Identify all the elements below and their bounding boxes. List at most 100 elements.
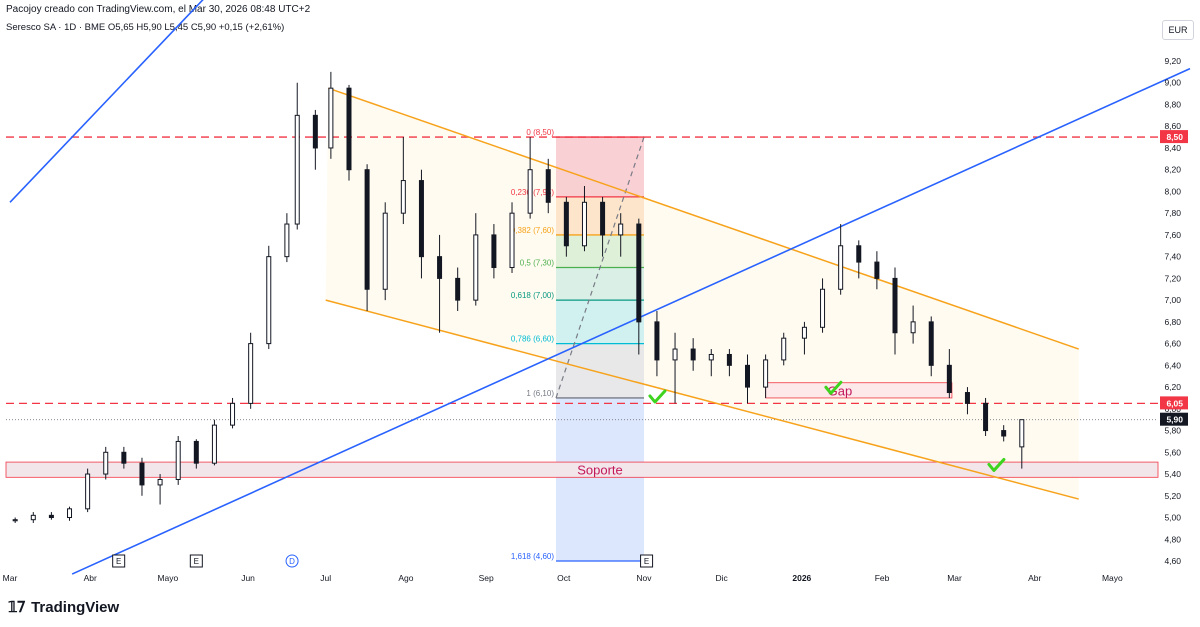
y-tick-label: 8,20 xyxy=(1164,165,1181,175)
candle-body xyxy=(708,353,714,361)
candle-body xyxy=(455,277,461,301)
fib-level-label: 0,382 (7,60) xyxy=(511,226,554,235)
candle-body xyxy=(892,277,898,334)
channel-upper-line xyxy=(328,87,1079,350)
candle-body xyxy=(618,223,624,236)
y-tick-label: 6,80 xyxy=(1164,317,1181,327)
x-tick-label: Oct xyxy=(557,573,571,583)
candle-body xyxy=(230,402,236,426)
y-tick-label: 8,60 xyxy=(1164,121,1181,131)
x-tick-label: Abr xyxy=(1028,573,1041,583)
gap-zone-label: Gap xyxy=(828,383,853,398)
candle-body xyxy=(983,402,989,432)
candle-body xyxy=(473,234,479,301)
candle-body xyxy=(12,519,18,522)
support-zone-label: Soporte xyxy=(577,463,623,478)
candle-body xyxy=(175,440,181,480)
candle-body xyxy=(563,201,569,247)
candle-body xyxy=(437,256,443,279)
chart-credit: Pacojoy creado con TradingView.com, el M… xyxy=(6,4,311,15)
price-label-box xyxy=(1160,412,1188,426)
x-tick-label: Feb xyxy=(875,573,890,583)
candle-body xyxy=(312,114,318,149)
fib-zone xyxy=(556,267,644,301)
x-tick-label: Nov xyxy=(636,573,652,583)
channel-fill xyxy=(325,88,1079,500)
candle-body xyxy=(139,462,145,486)
x-tick-label: Mayo xyxy=(1102,573,1123,583)
fib-zone xyxy=(556,234,644,268)
x-tick-label: Mar xyxy=(947,573,962,583)
y-tick-label: 9,20 xyxy=(1164,56,1181,66)
fib-level-label: 1,618 (4,60) xyxy=(511,552,554,561)
price-label-box xyxy=(1160,130,1188,144)
candle-body xyxy=(928,321,934,366)
y-tick-label: 4,60 xyxy=(1164,556,1181,566)
x-tick-label: Mayo xyxy=(157,573,178,583)
price-label: 5,90 xyxy=(1166,415,1183,425)
y-tick-label: 4,80 xyxy=(1164,534,1181,544)
candle-body xyxy=(30,514,36,521)
earnings-marker xyxy=(640,554,654,568)
candle-body xyxy=(382,212,388,290)
y-tick-label: 5,20 xyxy=(1164,491,1181,501)
fib-zone xyxy=(556,196,644,235)
candle-body xyxy=(266,256,272,345)
symbol-legend[interactable]: Seresco SA · 1D · BME O5,65 H5,90 L5,45 … xyxy=(6,22,285,33)
candle-body xyxy=(636,223,642,323)
candle-body xyxy=(103,451,109,475)
candle-body xyxy=(1019,419,1025,448)
y-tick-label: 5,40 xyxy=(1164,469,1181,479)
x-tick-label: 2026 xyxy=(792,573,811,583)
candle-body xyxy=(211,424,217,464)
earnings-marker xyxy=(112,554,126,568)
y-tick-label: 5,00 xyxy=(1164,513,1181,523)
x-tick-label: Sep xyxy=(479,573,494,583)
candle-body xyxy=(820,288,826,328)
y-tick-label: 5,60 xyxy=(1164,447,1181,457)
brand-name: TradingView xyxy=(31,598,120,616)
y-tick-label: 5,80 xyxy=(1164,426,1181,436)
x-tick-label: Jul xyxy=(320,573,331,583)
candle-body xyxy=(491,234,497,269)
y-tick-label: 6,60 xyxy=(1164,339,1181,349)
y-tick-label: 7,40 xyxy=(1164,252,1181,262)
candle-body xyxy=(1001,430,1007,437)
trendline xyxy=(71,67,1191,575)
candle-body xyxy=(581,201,587,247)
candle-body xyxy=(545,169,551,203)
dividend-marker xyxy=(285,554,299,568)
candle-body xyxy=(284,223,290,258)
y-tick-label: 6,40 xyxy=(1164,360,1181,370)
candle-body xyxy=(85,473,91,510)
candle-body xyxy=(400,180,406,214)
checkmark-icon xyxy=(648,389,667,404)
candle-body xyxy=(193,440,199,464)
y-tick-label: 7,80 xyxy=(1164,208,1181,218)
event-marker-label: E xyxy=(194,557,199,566)
candle-body xyxy=(157,478,163,486)
candle-body xyxy=(527,169,533,214)
event-marker-label: E xyxy=(116,557,121,566)
candle-body xyxy=(248,343,254,404)
gap-zone xyxy=(765,382,953,399)
fib-level-label: 0,618 (7,00) xyxy=(511,291,554,300)
x-tick-label: Dic xyxy=(715,573,728,583)
currency-button[interactable]: EUR xyxy=(1162,20,1194,40)
fib-trend-line xyxy=(555,136,645,399)
tradingview-brand[interactable]: 𝟙𝟩 TradingView xyxy=(8,598,120,617)
candle-body xyxy=(910,321,916,334)
candle-body xyxy=(654,321,660,361)
fib-level-label: 1 (6,10) xyxy=(526,389,554,398)
fib-zone xyxy=(556,397,644,561)
y-tick-label: 9,00 xyxy=(1164,78,1181,88)
candle-body xyxy=(690,348,696,361)
x-tick-label: Jun xyxy=(241,573,255,583)
candle-body xyxy=(328,87,334,149)
y-tick-label: 7,60 xyxy=(1164,230,1181,240)
candle-body xyxy=(509,212,515,269)
fib-level-label: 0,5 (7,30) xyxy=(520,259,555,268)
candle-body xyxy=(672,348,678,361)
y-tick-label: 6,20 xyxy=(1164,382,1181,392)
